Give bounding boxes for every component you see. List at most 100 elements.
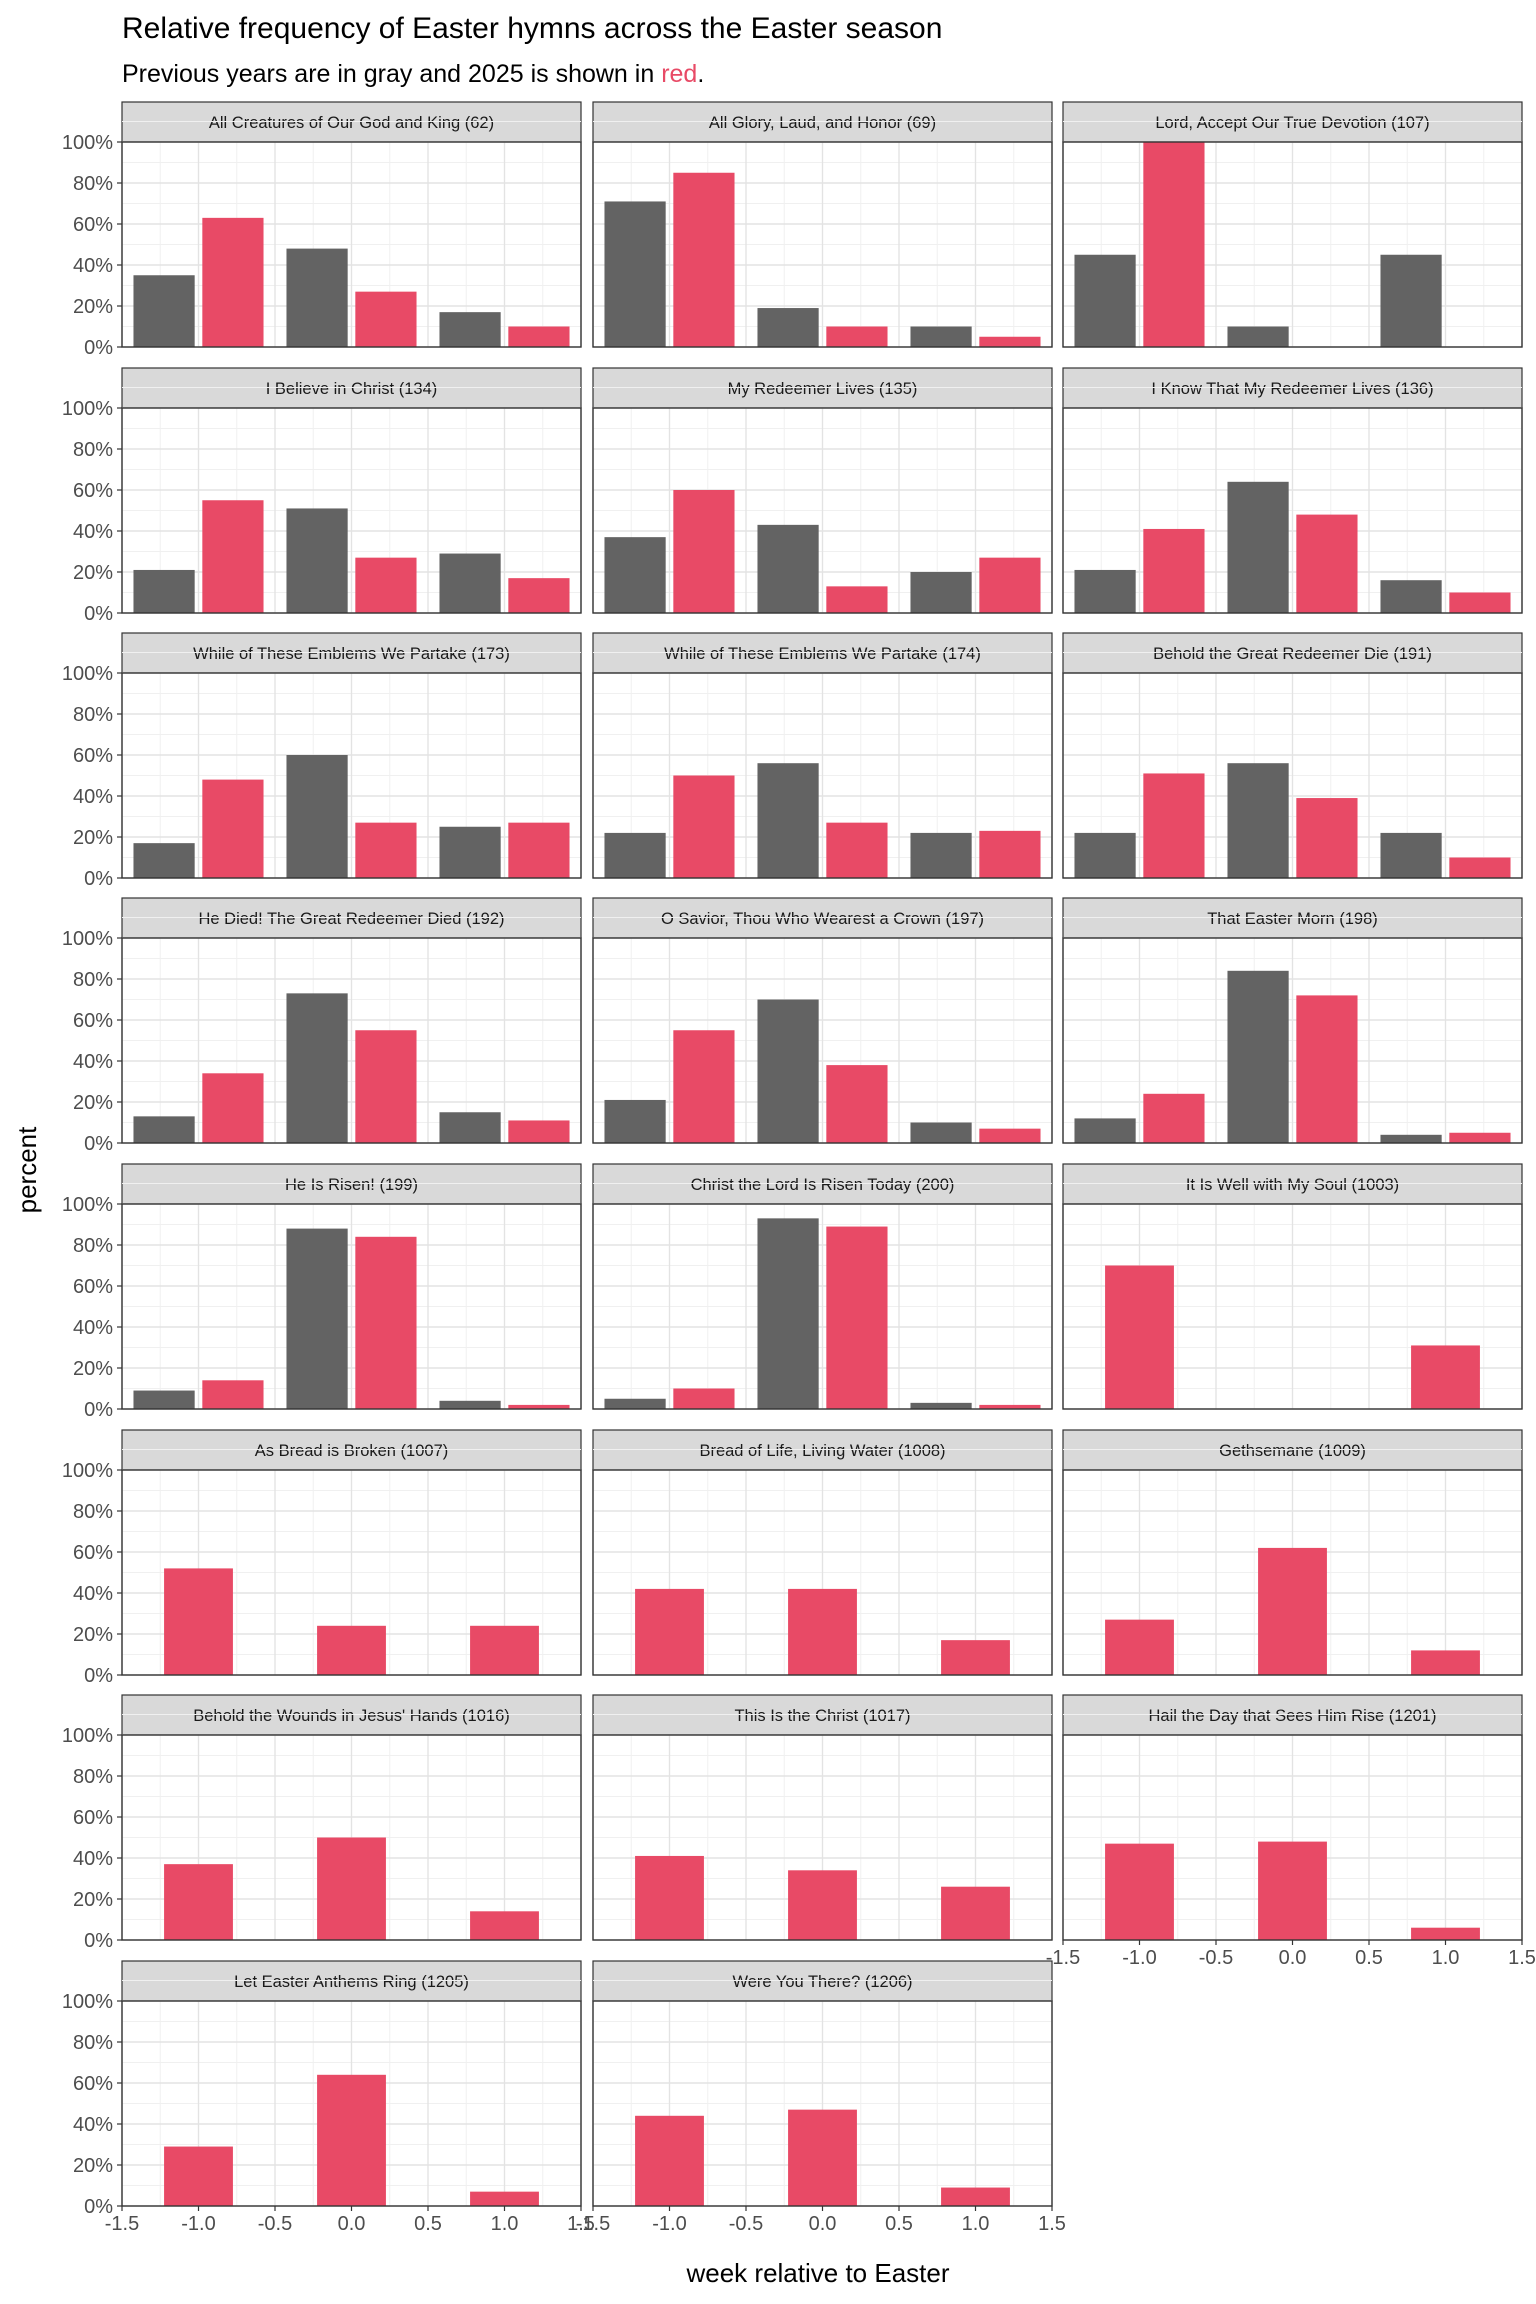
facet-title: Behold the Great Redeemer Die (191) bbox=[1153, 645, 1432, 663]
facet-panel: Behold the Great Redeemer Die (191) bbox=[1062, 632, 1523, 879]
y-tick-label: 60% bbox=[73, 1542, 113, 1564]
bar-2025 bbox=[673, 172, 735, 347]
bar-2025 bbox=[1143, 1093, 1205, 1143]
x-axis-title: week relative to Easter bbox=[685, 2258, 949, 2288]
facet-title: While of These Emblems We Partake (173) bbox=[193, 645, 510, 663]
x-tick-label: -0.5 bbox=[1199, 1947, 1233, 1969]
bar-2025 bbox=[202, 500, 264, 613]
bar-2025 bbox=[470, 1911, 539, 1940]
bar-2025 bbox=[1258, 1547, 1327, 1675]
facet-title: Bread of Life, Living Water (1008) bbox=[699, 1442, 945, 1460]
panel-border bbox=[592, 672, 1053, 879]
x-tick-label: 0.0 bbox=[809, 2213, 837, 2235]
x-tick-label: 1.0 bbox=[1432, 1947, 1460, 1969]
bar-previous-years bbox=[439, 312, 501, 347]
facet-panel: Behold the Wounds in Jesus' Hands (1016)… bbox=[62, 1694, 582, 1952]
panel-border bbox=[1062, 141, 1523, 348]
bar-2025 bbox=[355, 1030, 417, 1143]
panel-border bbox=[592, 937, 1053, 1144]
facet-panel: As Bread is Broken (1007) 0% 20% 40% 60% 80% 1… bbox=[62, 1429, 582, 1687]
y-tick-label: 0% bbox=[84, 1133, 113, 1155]
bar-2025 bbox=[941, 1640, 1010, 1675]
bar-previous-years bbox=[1074, 569, 1136, 613]
bar-2025 bbox=[317, 2074, 386, 2206]
chart-title: Relative frequency of Easter hymns acros… bbox=[122, 12, 942, 45]
bar-previous-years bbox=[757, 999, 819, 1143]
bar-2025 bbox=[355, 1236, 417, 1409]
panel-border bbox=[592, 141, 1053, 348]
bar-2025 bbox=[826, 822, 888, 878]
panel-border bbox=[121, 1469, 582, 1676]
y-tick-label: 60% bbox=[73, 214, 113, 236]
bar-previous-years bbox=[1227, 481, 1289, 613]
facet-panel: Gethsemane (1009) bbox=[1062, 1429, 1523, 1676]
y-tick-label: 60% bbox=[73, 480, 113, 502]
y-tick-label: 0% bbox=[84, 1930, 113, 1952]
y-tick-label: 100% bbox=[62, 928, 113, 950]
bar-2025 bbox=[1105, 1619, 1174, 1675]
bar-2025 bbox=[979, 336, 1041, 347]
facet-panel: While of These Emblems We Partake (173) 0… bbox=[62, 632, 582, 890]
bar-2025 bbox=[673, 1030, 735, 1143]
bar-previous-years bbox=[133, 1116, 195, 1143]
facet-title: My Redeemer Lives (135) bbox=[728, 380, 918, 398]
panel-border bbox=[121, 407, 582, 614]
y-tick-label: 100% bbox=[62, 132, 113, 154]
panel-border bbox=[592, 407, 1053, 614]
bar-2025 bbox=[164, 1568, 233, 1675]
facet-panel: While of These Emblems We Partake (174) bbox=[592, 632, 1053, 879]
bar-2025 bbox=[1143, 142, 1205, 347]
y-tick-label: 0% bbox=[84, 2196, 113, 2218]
x-tick-label: 1.5 bbox=[567, 2213, 595, 2235]
bar-previous-years bbox=[439, 553, 501, 613]
chart-subtitle: Previous years are in gray and 2025 is s… bbox=[122, 60, 704, 88]
bar-previous-years bbox=[1074, 254, 1136, 347]
x-tick-label: 1.0 bbox=[491, 2213, 519, 2235]
facet-title: All Glory, Laud, and Honor (69) bbox=[709, 114, 936, 132]
panel-border bbox=[121, 1734, 582, 1941]
bar-previous-years bbox=[286, 248, 348, 347]
facet-panels: All Creatures of Our God and King (62) 0%… bbox=[62, 101, 1536, 2235]
facet-panel: That Easter Morn (198) bbox=[1062, 897, 1523, 1144]
bar-previous-years bbox=[286, 1228, 348, 1409]
facet-title: As Bread is Broken (1007) bbox=[255, 1442, 449, 1460]
facet-panel: I Know That My Redeemer Lives (136) bbox=[1062, 367, 1523, 614]
x-tick-label: 1.5 bbox=[1038, 2213, 1066, 2235]
bar-previous-years bbox=[910, 326, 972, 347]
bar-previous-years bbox=[1380, 254, 1442, 347]
bar-previous-years bbox=[1074, 1118, 1136, 1143]
panel-border bbox=[121, 1203, 582, 1410]
bar-previous-years bbox=[1380, 832, 1442, 878]
facet-title: O Savior, Thou Who Wearest a Crown (197) bbox=[661, 910, 984, 928]
bar-previous-years bbox=[1227, 763, 1289, 878]
bar-2025 bbox=[355, 557, 417, 613]
bar-previous-years bbox=[757, 524, 819, 613]
panel-border bbox=[121, 141, 582, 348]
bar-2025 bbox=[979, 830, 1041, 878]
bar-2025 bbox=[508, 1404, 570, 1409]
panel-border bbox=[121, 937, 582, 1144]
y-tick-label: 20% bbox=[73, 296, 113, 318]
facet-panel: Were You There? (1206) -1.5 -1.0 -0.5 0.0 0.5… bbox=[576, 1960, 1066, 2235]
x-tick-label: -1.0 bbox=[1122, 1947, 1156, 1969]
bar-2025 bbox=[673, 1388, 735, 1409]
facet-panel: It Is Well with My Soul (1003) bbox=[1062, 1163, 1523, 1410]
bar-2025 bbox=[1449, 857, 1511, 878]
bar-previous-years bbox=[604, 1398, 666, 1409]
x-tick-label: -1.5 bbox=[1046, 1947, 1080, 1969]
y-tick-label: 80% bbox=[73, 1501, 113, 1523]
y-tick-label: 20% bbox=[73, 1889, 113, 1911]
y-tick-label: 0% bbox=[84, 1399, 113, 1421]
y-tick-label: 40% bbox=[73, 1848, 113, 1870]
bar-2025 bbox=[508, 326, 570, 347]
y-tick-label: 60% bbox=[73, 745, 113, 767]
subtitle-highlight: red bbox=[661, 60, 697, 88]
bar-2025 bbox=[202, 217, 264, 347]
facet-title: Hail the Day that Sees Him Rise (1201) bbox=[1149, 1707, 1437, 1725]
y-tick-label: 40% bbox=[73, 1051, 113, 1073]
facet-title: All Creatures of Our God and King (62) bbox=[209, 114, 494, 132]
facet-panel: He Is Risen! (199) 0% 20% 40% 60% 80% 100% bbox=[62, 1163, 582, 1421]
bar-2025 bbox=[1449, 592, 1511, 613]
bar-previous-years bbox=[757, 308, 819, 347]
bar-2025 bbox=[1411, 1927, 1480, 1940]
